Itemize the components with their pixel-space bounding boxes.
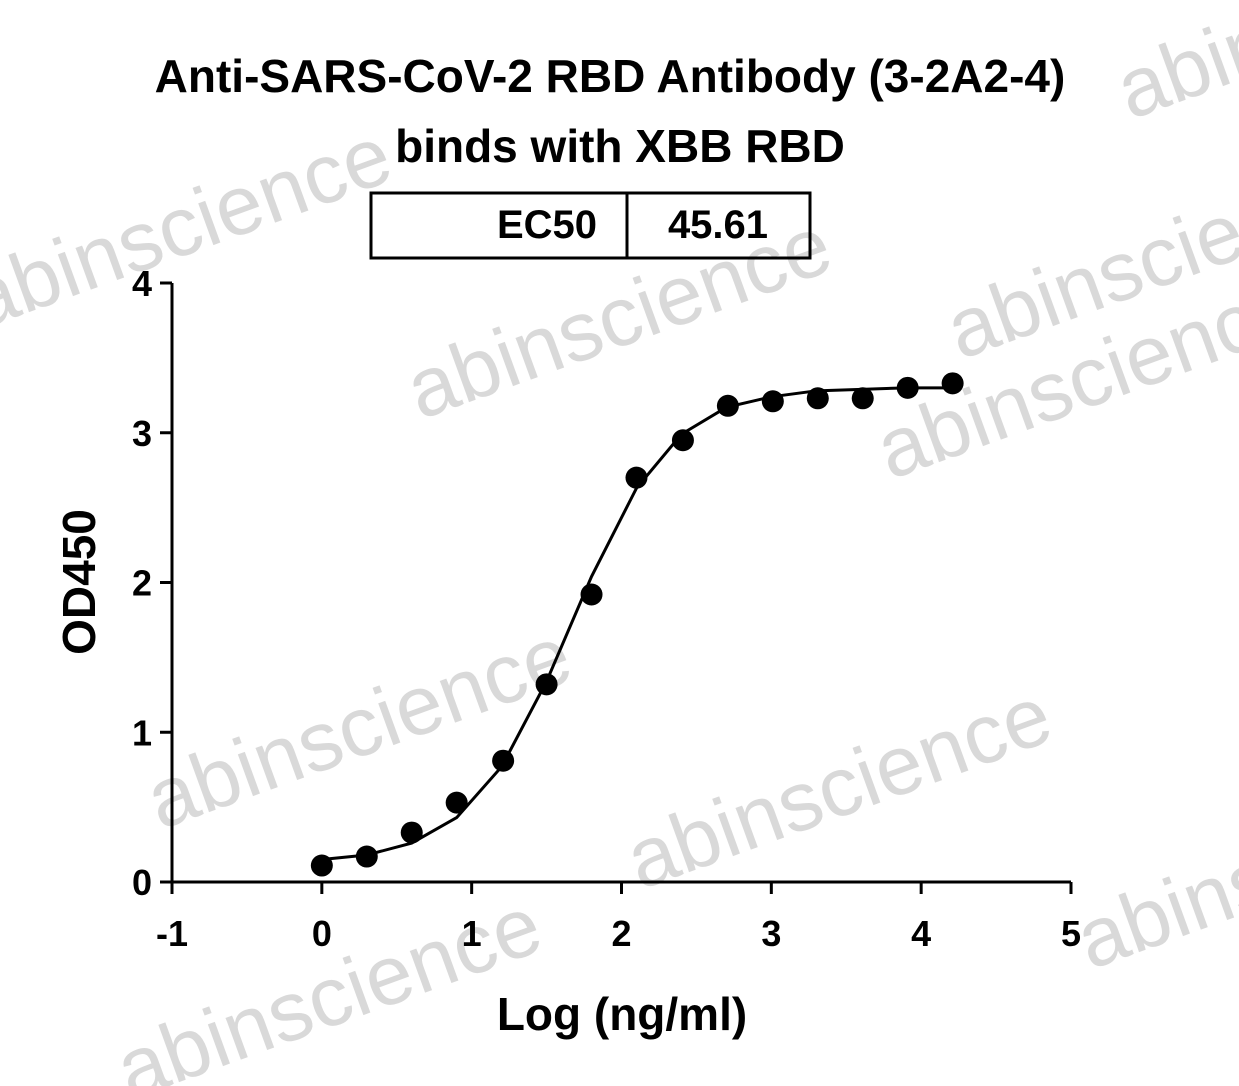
watermark: abinscience bbox=[1104, 0, 1239, 137]
x-tick-label: 4 bbox=[911, 913, 931, 954]
x-tick-label: 0 bbox=[312, 913, 332, 954]
ec50-label: EC50 bbox=[497, 203, 597, 247]
data-point bbox=[716, 394, 739, 417]
watermark: abinscience bbox=[1064, 747, 1239, 987]
ec50-box bbox=[369, 191, 812, 260]
x-tick-label: 2 bbox=[611, 913, 631, 954]
data-point bbox=[580, 583, 603, 606]
y-tick-label: 3 bbox=[132, 413, 152, 454]
y-tick-label: 1 bbox=[132, 712, 152, 753]
data-point bbox=[941, 372, 964, 395]
data-point bbox=[806, 387, 829, 410]
data-point bbox=[851, 387, 874, 410]
chart-title: Anti-SARS-CoV-2 RBD Antibody (3-2A2-4) bbox=[155, 50, 1066, 102]
data-point bbox=[355, 845, 378, 868]
data-point bbox=[492, 749, 515, 772]
data-point bbox=[535, 673, 558, 696]
data-point bbox=[671, 429, 694, 452]
chart-subtitle: binds with XBB RBD bbox=[395, 120, 845, 172]
data-point bbox=[445, 791, 468, 814]
x-axis-label: Log (ng/ml) bbox=[497, 988, 747, 1040]
x-tick-label: -1 bbox=[156, 913, 188, 954]
watermark: abinscience bbox=[104, 877, 553, 1086]
x-tick-label: 3 bbox=[761, 913, 781, 954]
x-tick-label: 1 bbox=[462, 913, 482, 954]
ec50-value: 45.61 bbox=[668, 203, 768, 247]
y-axis-label: OD450 bbox=[53, 509, 105, 655]
watermark: abinscience bbox=[0, 107, 403, 347]
y-tick-label: 4 bbox=[132, 263, 152, 304]
watermark: abinscience bbox=[134, 607, 583, 847]
data-point bbox=[310, 854, 333, 877]
data-point bbox=[625, 466, 648, 489]
watermark: abinscience bbox=[614, 667, 1063, 907]
x-tick-label: 5 bbox=[1061, 913, 1081, 954]
data-point bbox=[896, 376, 919, 399]
y-tick-label: 2 bbox=[132, 563, 152, 604]
data-point bbox=[761, 390, 784, 413]
y-tick-label: 0 bbox=[132, 862, 152, 903]
data-point bbox=[400, 821, 423, 844]
